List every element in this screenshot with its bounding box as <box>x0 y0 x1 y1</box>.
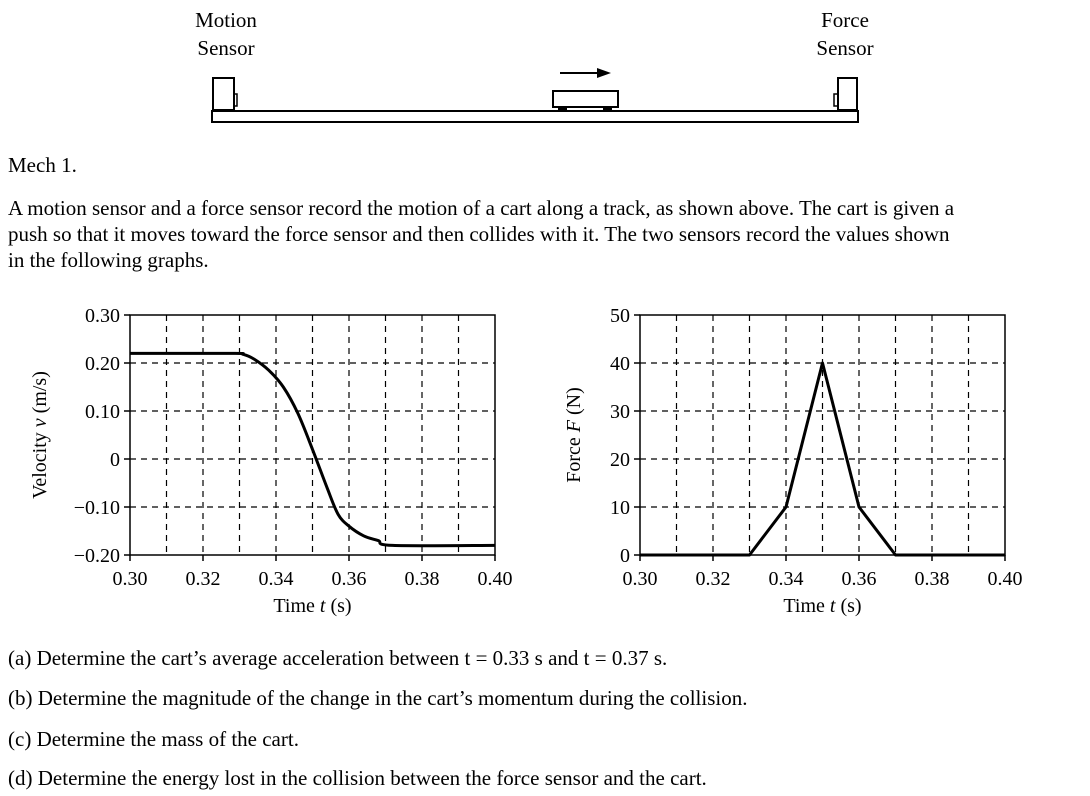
question-a: (a) Determine the cart’s average acceler… <box>8 646 667 671</box>
force-sensor-tab <box>833 93 838 107</box>
y-tick-label: 10 <box>610 497 630 519</box>
x-tick-label: 0.30 <box>113 568 148 590</box>
x-tick-label: 0.32 <box>696 568 731 590</box>
y-tick-label: 20 <box>610 449 630 471</box>
plot-frame <box>129 314 496 556</box>
cart-wheel <box>603 107 612 110</box>
question-label: (b) <box>8 686 33 710</box>
force-sensor-label: Force Sensor <box>816 8 874 60</box>
cart-wheel <box>558 107 567 110</box>
x-tick-label: 0.40 <box>478 568 513 590</box>
x-tick-label: 0.40 <box>988 568 1023 590</box>
y-axis-label: Force F (N) <box>563 387 585 483</box>
y-tick-label: 0 <box>620 545 630 567</box>
question-b: (b) Determine the magnitude of the chang… <box>8 686 747 711</box>
x-tick-label: 0.34 <box>769 568 804 590</box>
x-axis-label: Time t (s) <box>273 595 351 617</box>
x-tick-label: 0.36 <box>842 568 877 590</box>
y-tick-label: −0.10 <box>74 497 120 519</box>
problem-intro: A motion sensor and a force sensor recor… <box>8 195 1088 273</box>
intro-line: push so that it moves toward the force s… <box>8 222 950 246</box>
x-tick-label: 0.36 <box>332 568 367 590</box>
question-text: Determine the mass of the cart. <box>36 727 299 751</box>
x-tick-label: 0.34 <box>259 568 294 590</box>
question-label: (d) <box>8 766 33 790</box>
x-tick-label: 0.38 <box>405 568 440 590</box>
x-tick-label: 0.30 <box>623 568 658 590</box>
cart <box>552 90 619 108</box>
question-text: Determine the cart’s average acceleratio… <box>36 646 668 670</box>
series-line <box>129 351 496 548</box>
y-tick-label: 0.10 <box>85 401 120 423</box>
y-tick-label: 0.30 <box>85 305 120 327</box>
question-text: Determine the energy lost in the collisi… <box>37 766 707 790</box>
plot-frame <box>639 314 1006 556</box>
question-c: (c) Determine the mass of the cart. <box>8 727 299 752</box>
y-axis-label: Velocity v (m/s) <box>29 371 51 499</box>
motion-sensor-tab <box>234 93 238 107</box>
question-text: Determine the magnitude of the change in… <box>37 686 748 710</box>
motion-sensor-label: Motion Sensor <box>195 8 257 60</box>
y-tick-label: 40 <box>610 353 630 375</box>
question-d: (d) Determine the energy lost in the col… <box>8 766 707 791</box>
question-label: (a) <box>8 646 32 670</box>
y-tick-label: 50 <box>610 305 630 327</box>
problem-heading: Mech 1. <box>8 153 77 177</box>
y-tick-label: 0.20 <box>85 353 120 375</box>
x-tick-label: 0.32 <box>186 568 221 590</box>
direction-arrowhead <box>597 68 611 78</box>
intro-line: in the following graphs. <box>8 248 209 272</box>
y-tick-label: 0 <box>110 449 120 471</box>
y-tick-label: −0.20 <box>74 545 120 567</box>
track <box>211 110 859 123</box>
force-time-graph: 0 10 20 30 40 50 0.30 0.32 0.34 0.36 0.38 0.40 Time … <box>563 305 1023 617</box>
intro-line: A motion sensor and a force sensor recor… <box>8 196 955 220</box>
x-tick-label: 0.38 <box>915 568 950 590</box>
series-line <box>640 361 1005 557</box>
x-axis-label: Time t (s) <box>783 595 861 617</box>
velocity-time-graph: −0.20 −0.10 0 0.10 0.20 0.30 0.30 0.32 0.34 0.36 0… <box>29 305 513 617</box>
y-tick-label: 30 <box>610 401 630 423</box>
question-label: (c) <box>8 727 32 751</box>
